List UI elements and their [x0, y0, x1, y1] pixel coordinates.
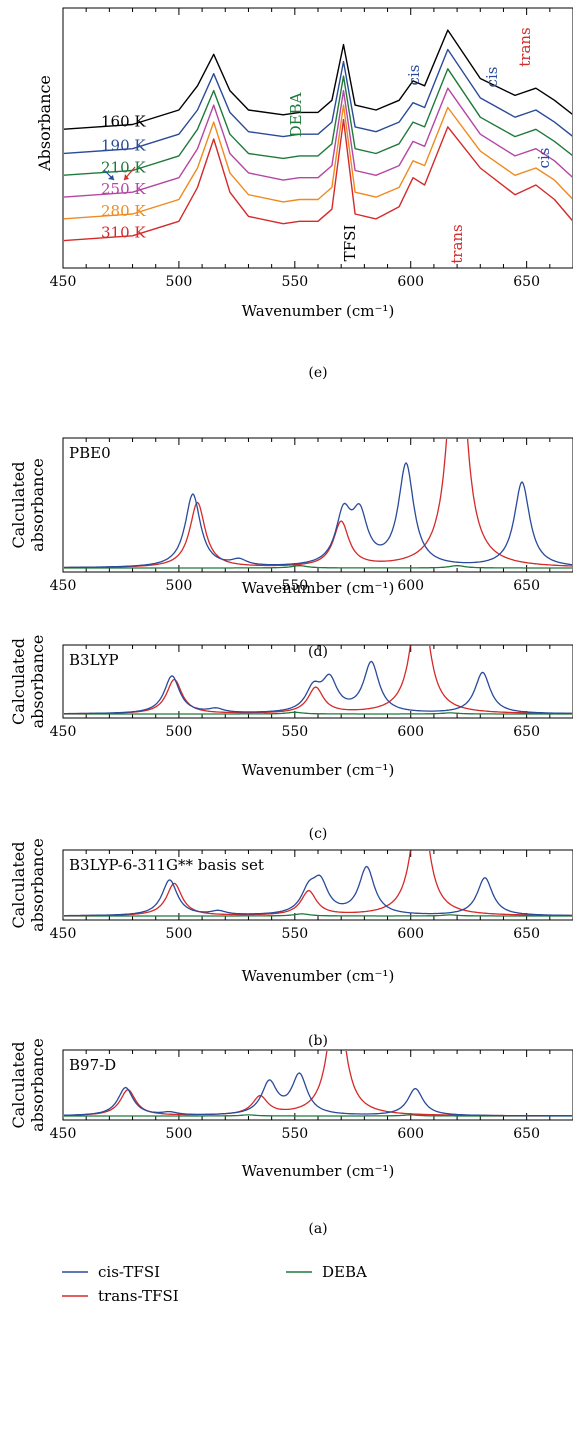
series-line-160k	[64, 29, 572, 130]
trans-tfsi-line	[64, 439, 572, 569]
series-line-190k	[64, 48, 572, 155]
x-axis-label: Wavenumber (cm⁻¹)	[242, 579, 395, 597]
y-axis-label-line1: Calculated	[9, 462, 28, 549]
series-lines	[64, 646, 572, 715]
trans-tfsi-line	[64, 851, 572, 917]
x-tick-label: 500	[166, 274, 193, 290]
x-tick-label: 600	[397, 578, 424, 594]
panel-caption: (e)	[308, 365, 327, 381]
method-label: B3LYP	[69, 651, 119, 669]
x-tick-label: 600	[397, 724, 424, 740]
x-tick-label: 650	[513, 578, 540, 594]
panel-c: 450 500 550 600 650 Wavenumber (cm⁻¹) (c) Calcu…	[9, 635, 573, 842]
y-axis-label-line2: absorbance	[28, 635, 47, 729]
x-tick-label: 600	[397, 274, 424, 290]
trans-arrowhead	[124, 174, 129, 180]
series-line-250k	[64, 87, 572, 198]
x-tick-label: 550	[281, 1126, 308, 1142]
y-axis-label: Absorbance	[35, 75, 54, 172]
panel-d: 450 500 550 600 650 Wavenumber (cm⁻¹) (d) Calcu…	[9, 437, 573, 660]
x-axis-label: Wavenumber (cm⁻¹)	[242, 967, 395, 985]
series-line-210k	[64, 68, 572, 176]
series-lines	[64, 439, 572, 569]
x-tick-label: 550	[281, 274, 308, 290]
temperature-label: 190 K	[101, 137, 146, 155]
deba-tfsi-line	[64, 913, 572, 917]
y-axis-label-line1: Calculated	[9, 842, 28, 929]
x-tick-label: 500	[166, 926, 193, 942]
annotation-trans: trans	[516, 27, 534, 67]
legend-label-cis: cis-TFSI	[98, 1263, 160, 1281]
cis-arrowhead	[108, 175, 114, 180]
x-tick-label: 450	[50, 1126, 77, 1142]
panel-caption: (d)	[308, 644, 328, 660]
method-label: B97-D	[69, 1056, 116, 1074]
x-tick-label: 500	[166, 724, 193, 740]
x-axis-label: Wavenumber (cm⁻¹)	[242, 1162, 395, 1180]
x-tick-label: 650	[513, 1126, 540, 1142]
x-tick-label: 450	[50, 724, 77, 740]
legend-label-deba: DEBA	[322, 1263, 367, 1281]
panel-e: 450 500 550 600 650 Wavenumber (cm⁻¹) (e) Absor…	[35, 7, 573, 381]
x-tick-label: 600	[397, 1126, 424, 1142]
x-tick-label: 550	[281, 578, 308, 594]
trans-tfsi-line	[64, 646, 572, 715]
y-axis-label-line2: absorbance	[28, 838, 47, 932]
cis-tfsi-line	[64, 1072, 572, 1117]
panel-a: 450 500 550 600 650 Wavenumber (cm⁻¹) (a) Calcu…	[9, 1038, 573, 1237]
plot-frame	[62, 1049, 573, 1121]
y-axis-label-line2: absorbance	[28, 1038, 47, 1132]
panel-caption: (a)	[308, 1221, 327, 1237]
x-tick-label: 500	[166, 1126, 193, 1142]
method-label: B3LYP-6-311G** basis set	[69, 856, 264, 874]
x-tick-label: 650	[513, 926, 540, 942]
x-tick-label: 450	[50, 578, 77, 594]
deba-tfsi-line	[64, 564, 572, 569]
series-line-280k	[64, 104, 572, 220]
temperature-label: 210 K	[101, 158, 146, 176]
annotation-trans-right: trans	[448, 224, 466, 264]
series-line-310k	[64, 118, 572, 242]
x-axis-label: Wavenumber (cm⁻¹)	[242, 761, 395, 779]
x-tick-label: 450	[50, 926, 77, 942]
annotation-tfsi: TFSI	[341, 225, 359, 262]
y-axis-label-line2: absorbance	[28, 458, 47, 552]
x-axis-label: Wavenumber (cm⁻¹)	[242, 302, 395, 320]
y-axis-label-line1: Calculated	[9, 638, 28, 725]
deba-tfsi-line	[64, 711, 572, 715]
x-tick-label: 550	[281, 926, 308, 942]
series-lines	[64, 1051, 572, 1117]
cis-tfsi-line	[64, 660, 572, 715]
legend: cis-TFSI trans-TFSI DEBA	[62, 1263, 367, 1305]
x-tick-label: 550	[281, 724, 308, 740]
x-tick-label: 650	[513, 274, 540, 290]
cis-tfsi-line	[64, 865, 572, 917]
cis-tfsi-line	[64, 461, 572, 569]
x-tick-label: 500	[166, 578, 193, 594]
x-tick-label: 450	[50, 274, 77, 290]
temperature-label: 310 K	[101, 224, 146, 242]
temperature-label: 280 K	[101, 202, 146, 220]
annotation-cis-600: cis	[405, 65, 423, 86]
series-lines	[64, 29, 572, 242]
series-lines	[64, 851, 572, 917]
temperature-label: 250 K	[101, 180, 146, 198]
x-tick-label: 650	[513, 724, 540, 740]
panel-b: 450 500 550 600 650 Wavenumber (cm⁻¹) (b) Calcu…	[9, 838, 573, 1049]
panel-caption: (c)	[309, 826, 328, 842]
x-tick-label: 600	[397, 926, 424, 942]
annotation-cis: cis	[483, 67, 501, 88]
annotation-deba: DEBA	[287, 92, 305, 137]
method-label: PBE0	[69, 444, 111, 462]
annotation-cis-650: cis	[535, 148, 553, 169]
temperature-label: 160 K	[101, 112, 146, 130]
y-axis-label-line1: Calculated	[9, 1042, 28, 1129]
panel-caption: (b)	[308, 1033, 328, 1049]
legend-label-trans: trans-TFSI	[98, 1287, 179, 1305]
